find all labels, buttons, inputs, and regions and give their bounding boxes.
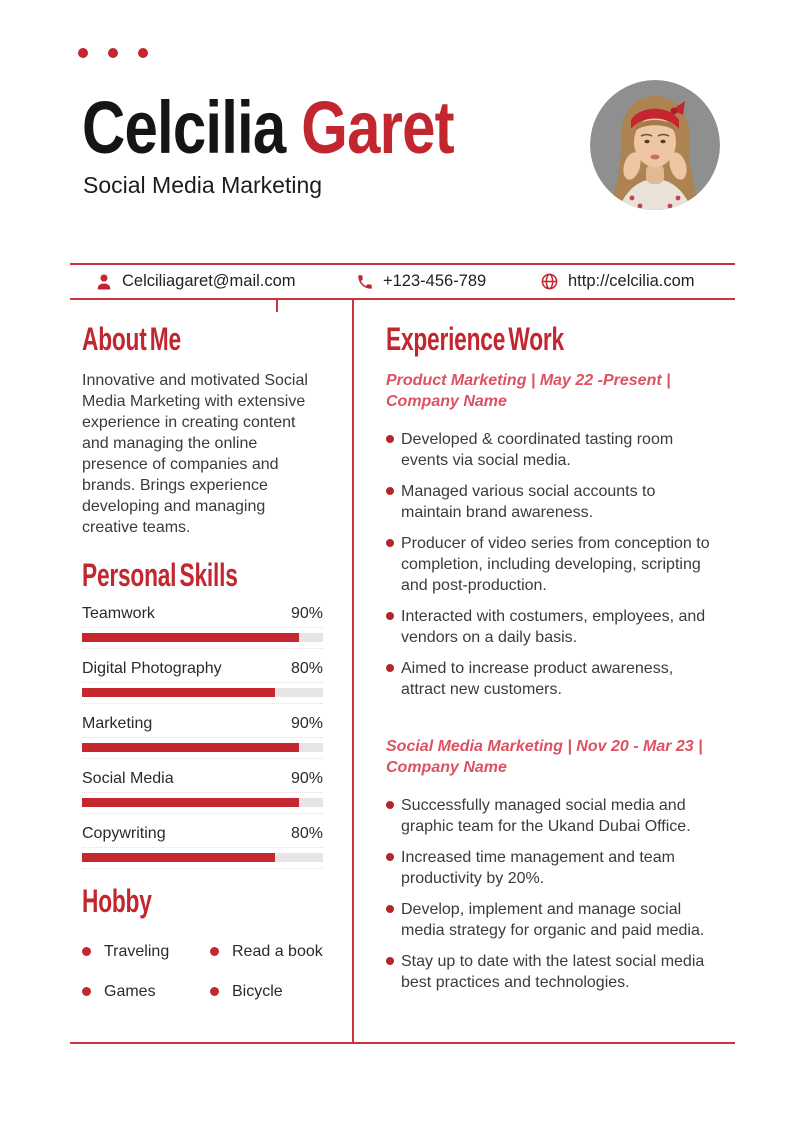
skill-progress-bar [82, 682, 323, 704]
hobby-item: Traveling [82, 942, 210, 961]
person-icon [94, 272, 113, 291]
contact-email: Celciliagaret@mail.com [94, 272, 355, 291]
bullet-dot-icon [386, 539, 394, 547]
contact-website: http://celcilia.com [540, 272, 695, 291]
hobby-list: Traveling Read a book Games Bicycle [82, 942, 323, 1001]
first-name: Celcilia [82, 86, 286, 169]
skill-row: Social Media 90% [82, 769, 323, 814]
skill-percent: 80% [290, 825, 323, 842]
skill-percent: 90% [290, 770, 323, 787]
skill-progress-bar [82, 847, 323, 869]
job-title-line: Social Media Marketing | Nov 20 - Mar 23… [386, 738, 703, 755]
bullet-dot-icon [210, 947, 219, 956]
section-heading-about: About Me [82, 321, 181, 357]
last-name: Garet [301, 86, 454, 169]
skill-label: Teamwork [82, 605, 155, 622]
section-heading-hobby: Hobby [82, 883, 152, 919]
skill-progress-bar [82, 737, 323, 759]
experience-bullet: Producer of video series from conception… [386, 533, 711, 596]
job-subtitle: Social Media Marketing [83, 172, 323, 198]
page-title: Celcilia Garet [82, 91, 541, 165]
profile-photo [590, 80, 720, 210]
skill-label: Marketing [82, 715, 153, 732]
email-link[interactable]: Celciliagaret@mail.com [122, 272, 296, 290]
skill-row: Teamwork 90% [82, 604, 323, 649]
about-text: Innovative and motivated Social Media Ma… [82, 372, 308, 536]
bullet-dot-icon [386, 905, 394, 913]
experience-bullets: Developed & coordinated tasting room eve… [386, 429, 711, 700]
skill-progress-bar [82, 792, 323, 814]
right-column: Experience Work Product Marketing | May … [354, 300, 735, 1042]
contact-phone: +123-456-789 [355, 272, 540, 291]
bullet-dot-icon [82, 947, 91, 956]
bullet-dot-icon [386, 664, 394, 672]
bullet-dot-icon [386, 801, 394, 809]
contact-bar: Celciliagaret@mail.com +123-456-789 http… [70, 263, 735, 300]
dot-icon [78, 48, 88, 58]
experience-bullet: Interacted with costumers, employees, an… [386, 606, 711, 648]
job-title: Product Marketing | May 22 -Present | Co… [386, 370, 711, 412]
left-column: About Me Innovative and motivated Social… [70, 300, 354, 1042]
experience-bullet: Increased time management and team produ… [386, 847, 711, 889]
skill-label: Digital Photography [82, 660, 222, 677]
skill-percent: 80% [290, 660, 323, 677]
skill-label: Social Media [82, 770, 174, 787]
skill-label: Copywriting [82, 825, 166, 842]
skill-progress-bar [82, 627, 323, 649]
phone-icon [355, 272, 374, 291]
globe-icon [540, 272, 559, 291]
bullet-dot-icon [82, 987, 91, 996]
bullet-dot-icon [386, 487, 394, 495]
experience-bullet: Aimed to increase product awareness, att… [386, 658, 711, 700]
divider-stub [276, 300, 278, 312]
hobby-item: Read a book [210, 942, 323, 961]
experience-bullet: Developed & coordinated tasting room eve… [386, 429, 711, 471]
skills-list: Teamwork 90% Digital Photography 80% Marke… [82, 604, 323, 869]
section-heading-skills: Personal Skills [82, 557, 238, 593]
hobby-item: Games [82, 982, 210, 1001]
bullet-dot-icon [386, 612, 394, 620]
job-title: Social Media Marketing | Nov 20 - Mar 23… [386, 736, 711, 778]
job-title-line: Product Marketing | May 22 -Present | [386, 372, 671, 389]
bullet-dot-icon [386, 435, 394, 443]
section-heading-experience: Experience Work [386, 321, 564, 357]
bullet-dot-icon [386, 957, 394, 965]
phone-link[interactable]: +123-456-789 [383, 272, 487, 290]
hobby-item: Bicycle [210, 982, 323, 1001]
experience-bullet: Stay up to date with the latest social m… [386, 951, 711, 993]
dot-icon [108, 48, 118, 58]
profile-photo-illustration [590, 80, 720, 210]
experience-bullet: Successfully managed social media and gr… [386, 795, 711, 837]
decorative-dots [78, 48, 148, 58]
job-company: Company Name [386, 393, 507, 410]
job-company: Company Name [386, 759, 507, 776]
main-content: About Me Innovative and motivated Social… [70, 300, 735, 1044]
skill-row: Digital Photography 80% [82, 659, 323, 704]
bullet-dot-icon [386, 853, 394, 861]
experience-bullets: Successfully managed social media and gr… [386, 795, 711, 993]
skill-percent: 90% [290, 605, 323, 622]
experience-bullet: Managed various social accounts to maint… [386, 481, 711, 523]
experience-bullet: Develop, implement and manage social med… [386, 899, 711, 941]
skill-row: Copywriting 80% [82, 824, 323, 869]
dot-icon [138, 48, 148, 58]
bullet-dot-icon [210, 987, 219, 996]
website-link[interactable]: http://celcilia.com [568, 272, 695, 290]
skill-row: Marketing 90% [82, 714, 323, 759]
skill-percent: 90% [290, 715, 323, 732]
